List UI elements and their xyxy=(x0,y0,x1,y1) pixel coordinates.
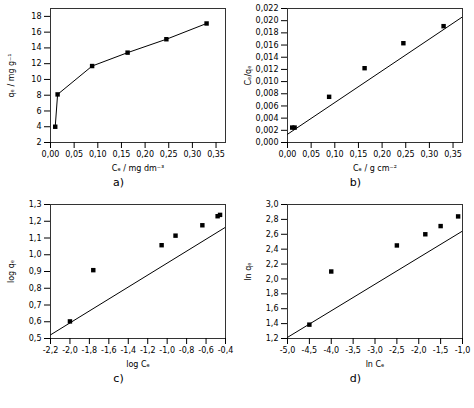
svg-text:1,0: 1,0 xyxy=(29,250,42,259)
svg-text:0,05: 0,05 xyxy=(302,150,320,159)
svg-text:0,002: 0,002 xyxy=(256,126,279,135)
svg-text:10: 10 xyxy=(31,75,41,84)
svg-text:8: 8 xyxy=(36,91,41,100)
svg-text:Cₑ / mg dm⁻³: Cₑ / mg dm⁻³ xyxy=(112,164,164,173)
html-text:b): b) xyxy=(349,176,362,189)
svg-text:log qₑ: log qₑ xyxy=(7,260,16,283)
svg-text:1,4: 1,4 xyxy=(266,319,279,328)
svg-text:0,20: 0,20 xyxy=(373,150,391,159)
svg-text:Cₑ/qₑ: Cₑ/qₑ xyxy=(244,65,253,85)
svg-text:0,018: 0,018 xyxy=(256,28,279,37)
svg-text:-5,0: -5,0 xyxy=(280,346,296,355)
svg-text:0,022: 0,022 xyxy=(256,4,279,13)
svg-text:0,010: 0,010 xyxy=(256,77,279,86)
svg-text:0,25: 0,25 xyxy=(397,150,415,159)
svg-text:2,8: 2,8 xyxy=(266,215,279,224)
svg-text:0,016: 0,016 xyxy=(256,41,279,50)
html-text:a): a) xyxy=(113,176,124,189)
svg-text:0,35: 0,35 xyxy=(444,150,462,159)
svg-text:3,0: 3,0 xyxy=(266,200,279,209)
svg-text:log Cₑ: log Cₑ xyxy=(126,360,150,369)
svg-text:-3,0: -3,0 xyxy=(367,346,383,355)
svg-text:-2,0: -2,0 xyxy=(411,346,427,355)
svg-text:0,8: 0,8 xyxy=(29,284,42,293)
svg-text:0,10: 0,10 xyxy=(326,150,344,159)
svg-text:14: 14 xyxy=(31,43,41,52)
svg-text:0,30: 0,30 xyxy=(183,150,201,159)
svg-text:0,004: 0,004 xyxy=(256,114,279,123)
svg-text:-1,0: -1,0 xyxy=(455,346,471,355)
svg-text:0,9: 0,9 xyxy=(29,267,42,276)
svg-text:16: 16 xyxy=(31,28,41,37)
svg-text:-1,6: -1,6 xyxy=(101,346,117,355)
svg-text:2: 2 xyxy=(36,138,41,147)
svg-text:0,006: 0,006 xyxy=(256,102,279,111)
svg-text:2,6: 2,6 xyxy=(266,230,279,239)
svg-text:-3,5: -3,5 xyxy=(345,346,361,355)
svg-text:6: 6 xyxy=(36,107,41,116)
svg-text:-1,2: -1,2 xyxy=(140,346,156,355)
svg-text:-1,0: -1,0 xyxy=(159,346,175,355)
svg-text:2,4: 2,4 xyxy=(266,245,279,254)
html-text:d): d) xyxy=(349,372,362,385)
svg-text:4: 4 xyxy=(36,122,41,131)
svg-text:0,05: 0,05 xyxy=(65,150,83,159)
svg-text:0,7: 0,7 xyxy=(29,301,42,310)
svg-text:0,008: 0,008 xyxy=(256,89,279,98)
svg-text:1,2: 1,2 xyxy=(29,217,42,226)
svg-text:0,00: 0,00 xyxy=(279,150,297,159)
svg-text:0,00: 0,00 xyxy=(42,150,60,159)
svg-text:0,15: 0,15 xyxy=(113,150,131,159)
svg-text:qₑ / mg g⁻¹: qₑ / mg g⁻¹ xyxy=(7,53,16,97)
svg-text:1,2: 1,2 xyxy=(266,334,279,343)
svg-text:2,2: 2,2 xyxy=(266,260,279,269)
svg-text:-4,0: -4,0 xyxy=(323,346,339,355)
svg-text:-2,0: -2,0 xyxy=(62,346,78,355)
svg-text:0,014: 0,014 xyxy=(256,53,279,62)
svg-text:-0,4: -0,4 xyxy=(218,346,234,355)
svg-text:0,30: 0,30 xyxy=(420,150,438,159)
svg-text:1,8: 1,8 xyxy=(266,289,279,298)
svg-text:0,012: 0,012 xyxy=(256,65,279,74)
svg-text:1,3: 1,3 xyxy=(29,200,42,209)
svg-text:-1,5: -1,5 xyxy=(433,346,449,355)
svg-text:-1,4: -1,4 xyxy=(120,346,136,355)
svg-text:-2,5: -2,5 xyxy=(389,346,405,355)
svg-text:0,6: 0,6 xyxy=(29,317,42,326)
svg-text:1,6: 1,6 xyxy=(266,304,279,313)
svg-text:2,0: 2,0 xyxy=(266,275,279,284)
svg-text:0,5: 0,5 xyxy=(29,334,42,343)
svg-text:-4,5: -4,5 xyxy=(302,346,318,355)
svg-text:1,1: 1,1 xyxy=(29,234,42,243)
svg-text:ln qₑ: ln qₑ xyxy=(244,262,253,280)
svg-text:-1,8: -1,8 xyxy=(82,346,98,355)
svg-text:0,25: 0,25 xyxy=(160,150,178,159)
svg-text:-2,2: -2,2 xyxy=(43,346,59,355)
svg-text:-0,6: -0,6 xyxy=(198,346,214,355)
svg-text:0,20: 0,20 xyxy=(136,150,154,159)
svg-text:12: 12 xyxy=(31,59,41,68)
svg-text:0,000: 0,000 xyxy=(256,138,279,147)
html-text:c): c) xyxy=(113,372,124,385)
svg-text:-0,8: -0,8 xyxy=(179,346,195,355)
svg-text:0,020: 0,020 xyxy=(256,16,279,25)
svg-text:0,35: 0,35 xyxy=(207,150,225,159)
svg-text:ln Cₑ: ln Cₑ xyxy=(366,360,385,369)
svg-text:18: 18 xyxy=(31,12,41,21)
svg-text:0,15: 0,15 xyxy=(350,150,368,159)
svg-text:Cₑ / g cm⁻²: Cₑ / g cm⁻² xyxy=(353,164,397,173)
svg-text:0,10: 0,10 xyxy=(89,150,107,159)
